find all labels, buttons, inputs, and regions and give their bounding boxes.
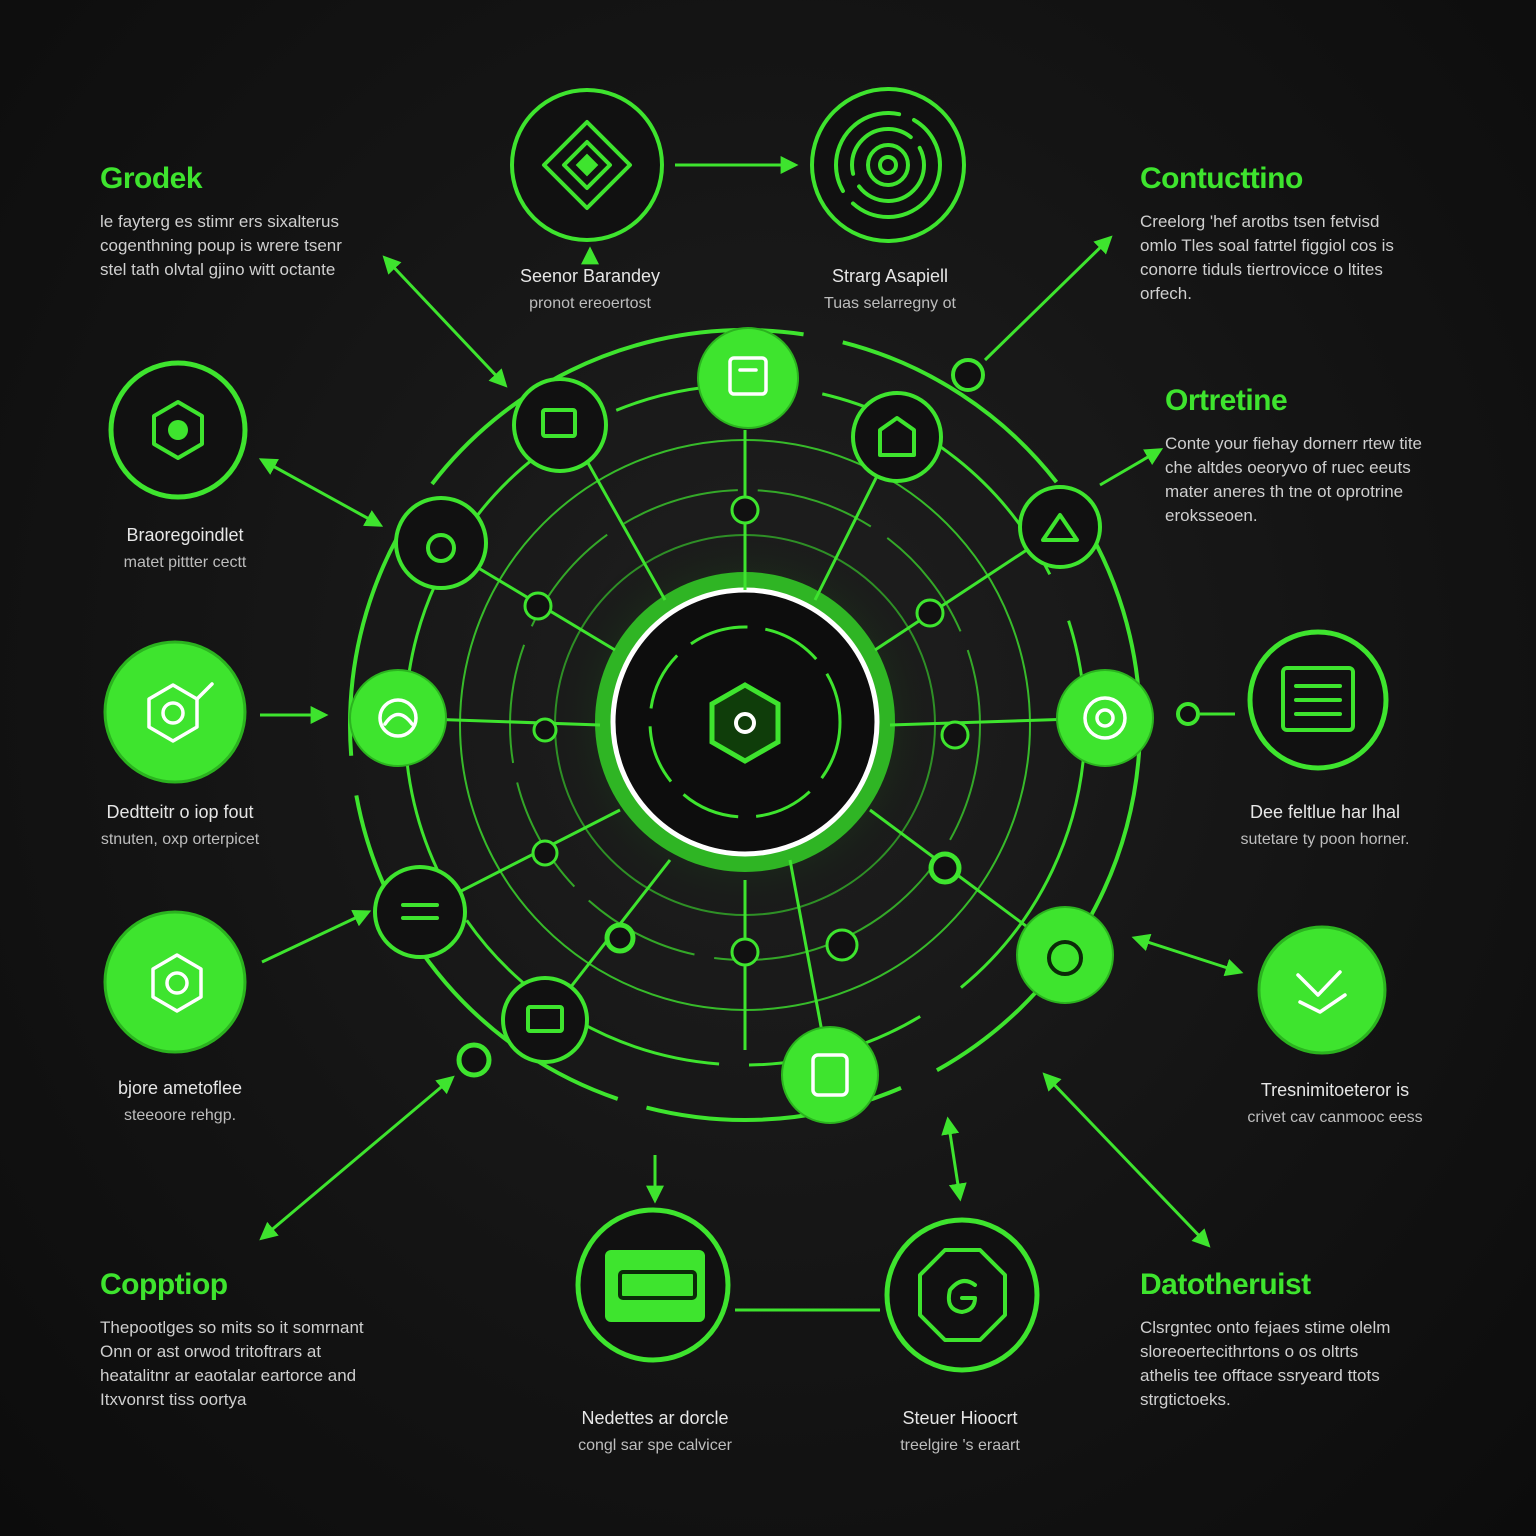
octagon-g-icon [918,1248,1007,1342]
orbit-node-bottom-left[interactable] [501,976,589,1064]
caption-top-center-left: Seenor Barandey pronot ereoertost [460,266,720,313]
folder-icon [605,1250,705,1322]
caption-title: Tresnimitoeteror is [1260,1080,1410,1100]
orbit-node-left-lower[interactable] [373,865,467,959]
heading-title: Grodek [100,162,203,195]
caption-bottom-right: Steuer Hioocrt treelgire 's eraart [850,1408,1070,1455]
core-node[interactable] [545,522,945,922]
caption-right-1: Dee feltlue har lhal sutetare ty poon ho… [1210,802,1440,849]
connectors [258,156,1244,1312]
document-icon [1281,666,1355,732]
outer-node-top-left[interactable] [510,88,664,242]
caption-title: bjore ametoflee [117,1078,243,1098]
hexagon-icon [152,400,204,460]
orbit-node-left-upper[interactable] [394,496,488,590]
caption-left-1: Braoregoindlet matet pittter cectt [70,525,300,572]
chart-icon [1296,970,1347,1014]
caption-title: Seenor Barandey [519,266,661,286]
caption-subtitle: crivet cav canmooc eess [1247,1109,1423,1126]
junction-nodes [456,358,1200,1078]
heading-block-bottom-right: Datotheruist Clsrgntec onto fejaes stime… [1140,1268,1470,1412]
caption-title: Braoregoindlet [126,525,244,545]
hexagon-core-icon [709,682,781,764]
heading-title: Ortretine [1165,384,1288,417]
outer-node-left-3[interactable] [103,910,247,1054]
target-icon [834,111,942,219]
heading-line: strgtictoeks. [1140,1390,1231,1409]
heading-block-top-right: Contucttino Creelorg 'hef arotbs tsen fe… [1140,162,1460,306]
heading-line: sloreoertecithrtons o os oltrts [1140,1342,1359,1361]
heading-title: Copptiop [100,1268,228,1301]
heading-block-bottom-left: Copptiop Thepootlges so mits so it somrn… [100,1268,420,1412]
caption-subtitle: steeoore rehgp. [123,1107,237,1124]
orbit-node-top[interactable] [697,327,799,429]
heading-line: eroksseoen. [1165,506,1258,525]
heading-line: mater aneres th tne ot oprotrine [1165,482,1404,501]
heading-line: Clsrgntec onto fejaes stime olelm [1140,1318,1391,1337]
caption-title: Dee feltlue har lhal [1249,802,1401,822]
caption-left-3: bjore ametoflee steeoore rehgp. [70,1078,290,1125]
outer-node-right-1[interactable] [1247,629,1389,771]
heading-line: Creelorg 'hef arotbs tsen fetvisd [1140,212,1380,231]
caption-title: Strarg Asapiell [831,266,949,286]
heading-line: orfech. [1140,284,1192,303]
heading-line: Onn or ast orwod tritoftrars at [100,1342,322,1361]
heading-line: Conte your fiehay dornerr rtew tite [1165,434,1423,453]
orbit-node-top-right[interactable] [851,391,943,483]
outer-node-bottom-right[interactable] [884,1217,1040,1373]
orbit-node-right[interactable] [1056,669,1154,767]
heading-line: Itxvonrst tiss oortya [100,1390,247,1409]
heading-title: Contucttino [1140,162,1303,195]
outer-node-left-1[interactable] [108,360,248,500]
caption-right-2: Tresnimitoeteror is crivet cav canmooc e… [1220,1080,1450,1127]
caption-left-2: Dedtteitr o iop fout stnuten, oxp orterp… [60,802,300,849]
heading-block-top-left: Grodek le fayterg es stimr ers sixalteru… [100,162,400,282]
caption-top-center-right: Strarg Asapiell Tuas selarregny ot [765,266,1015,313]
hexagon-icon [151,953,203,1013]
outer-node-top-right[interactable] [810,87,966,243]
caption-subtitle: sutetare ty poon horner. [1240,831,1410,848]
heading-line: omlo Tles soal fatrtel figgiol cos is [1140,236,1394,255]
heading-line: le fayterg es stimr ers sixalterus [100,212,340,231]
heading-line: Thepootlges so mits so it somrnant [100,1318,364,1337]
caption-title: Nedettes ar dorcle [581,1408,729,1428]
outer-node-left-2[interactable] [103,640,247,784]
caption-title: Steuer Hioocrt [902,1408,1018,1428]
caption-subtitle: congl sar spe calvicer [578,1437,732,1454]
heading-line: stel tath olvtal gjino witt octante [100,260,336,279]
heading-line: athelis tee offtace ssryeard ttots [1140,1366,1380,1385]
caption-subtitle: pronot ereoertost [529,295,651,312]
caption-subtitle: matet pittter cectt [123,554,247,571]
caption-bottom-left: Nedettes ar dorcle congl sar spe calvice… [530,1408,780,1455]
heading-title: Datotheruist [1140,1268,1311,1301]
heading-line: conorre tiduls tiertrovicce o ltites [1140,260,1383,279]
heading-block-mid-right: Ortretine Conte your fiehay dornerr rtew… [1165,384,1485,528]
caption-subtitle: Tuas selarregny ot [824,295,956,312]
heading-line: che altdes oeoryvo of ruec eeuts [1165,458,1411,477]
heading-line: heatalitnr ar eaotalar eartorce and [100,1366,357,1385]
outer-node-bottom-left[interactable] [575,1207,731,1363]
heading-line: cogenthning poup is wrere tsenr [100,236,342,255]
orbit-node-right-lower[interactable] [1016,906,1114,1004]
orbit-node-bottom[interactable] [781,1026,879,1124]
orbit-node-top-left[interactable] [512,377,608,473]
caption-subtitle: treelgire 's eraart [900,1437,1020,1454]
outer-node-right-2[interactable] [1257,925,1387,1055]
caption-title: Dedtteitr o iop fout [106,802,254,822]
caption-subtitle: stnuten, oxp orterpicet [100,831,260,848]
hexagon-icon [147,682,214,743]
orbit-node-right-upper[interactable] [1018,485,1102,569]
orbit-node-left[interactable] [349,669,447,767]
